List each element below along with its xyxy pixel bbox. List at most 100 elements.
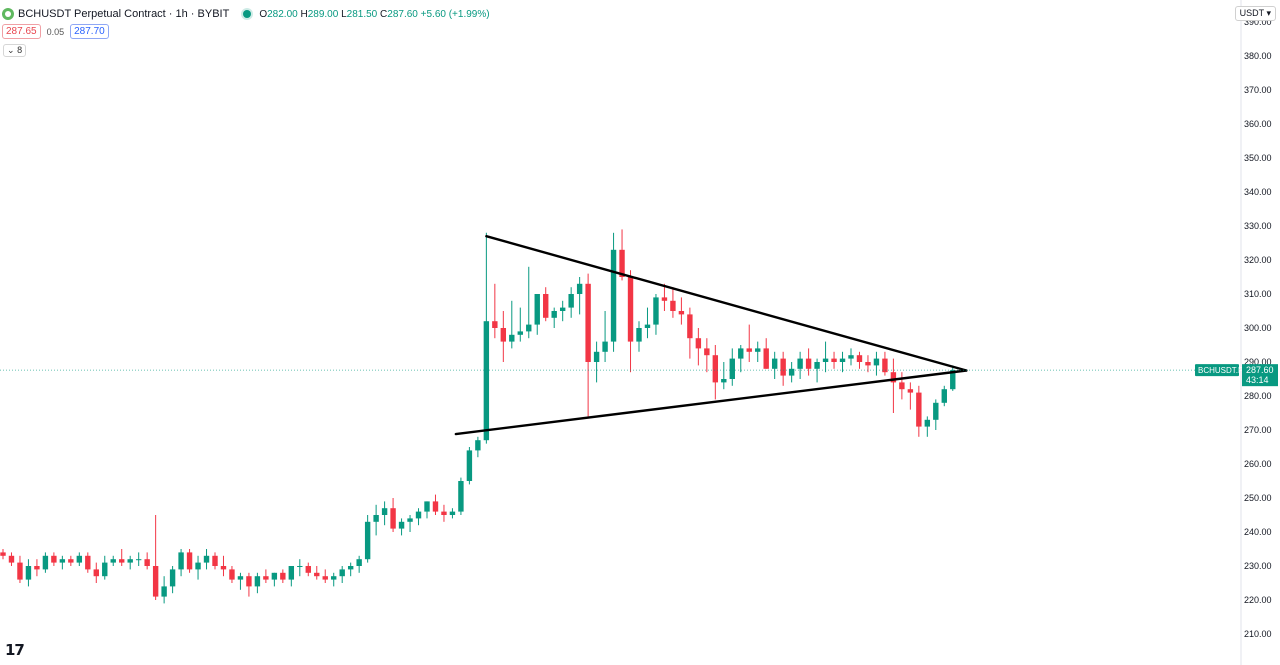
candle-body xyxy=(314,572,320,577)
trendline[interactable] xyxy=(485,234,968,372)
candle-body xyxy=(933,402,939,420)
ohlc-values: O282.00 H289.00 L281.50 C287.60 +5.60 (+… xyxy=(259,8,490,20)
candle-body xyxy=(407,518,413,522)
candle-body xyxy=(297,566,303,567)
candle-body xyxy=(856,355,863,362)
chevron-down-icon: ⌄ xyxy=(7,45,15,55)
candle-body xyxy=(254,576,261,587)
candle-body xyxy=(144,559,150,566)
candle-body xyxy=(509,334,515,342)
candle-body xyxy=(102,562,108,577)
candle-body xyxy=(831,358,837,362)
candle-body xyxy=(212,555,218,566)
y-tick-label: 380.00 xyxy=(1244,51,1272,61)
candle-body xyxy=(653,297,659,325)
market-status-icon xyxy=(243,10,252,18)
candle-body xyxy=(390,508,396,529)
candle-body xyxy=(85,555,91,570)
candle-body xyxy=(432,501,439,512)
last-price-label: 287.60 xyxy=(1246,365,1274,375)
candle-body xyxy=(347,566,354,570)
candle-body xyxy=(661,297,668,301)
candle-body xyxy=(865,362,871,366)
candle-body xyxy=(415,511,422,519)
last-price-box xyxy=(1242,364,1278,387)
y-tick-label: 220.00 xyxy=(1244,595,1272,605)
candle-body xyxy=(381,508,388,515)
candle-body xyxy=(246,576,252,587)
candle-body xyxy=(593,351,600,362)
candle-body xyxy=(127,559,133,563)
candle-body xyxy=(551,311,557,318)
indicators-count: 8 xyxy=(17,45,23,55)
candle-body xyxy=(890,372,897,383)
candle-body xyxy=(8,555,15,563)
candle-body xyxy=(712,355,719,383)
candle-body xyxy=(229,569,235,580)
symbol-label: BCHUSDT.P xyxy=(1198,366,1243,375)
spread-value: 0.05 xyxy=(46,26,65,37)
candle-body xyxy=(644,324,651,328)
candle-body xyxy=(602,341,608,352)
candle-body xyxy=(916,392,922,427)
symbol-header[interactable]: BCHUSDT Perpetual Contract · 1h · BYBIT … xyxy=(2,6,490,22)
candle-body xyxy=(424,501,430,512)
candle-body xyxy=(899,382,905,390)
candle-body xyxy=(322,576,328,580)
candle-body xyxy=(169,569,176,587)
candle-body xyxy=(263,576,269,580)
symbol-title[interactable]: BCHUSDT Perpetual Contract · 1h · BYBIT xyxy=(18,8,230,20)
candle-body xyxy=(93,569,99,577)
candle-body xyxy=(339,569,345,577)
candle-body xyxy=(738,348,744,359)
candle-body xyxy=(848,355,854,359)
candle-body xyxy=(466,450,473,481)
candle-body xyxy=(68,559,74,563)
candle-body xyxy=(704,348,710,356)
y-tick-label: 290.00 xyxy=(1244,357,1272,367)
candle-body xyxy=(534,294,540,325)
currency-button[interactable]: USDT ▾ xyxy=(1234,6,1276,21)
candle-body xyxy=(610,249,617,342)
candle-body xyxy=(907,389,914,393)
buy-price-button[interactable]: 287.70 xyxy=(70,24,109,39)
price-axis[interactable]: 210.00 220.00 230.00 240.00 250.00 260.00 270.… xyxy=(1240,0,1272,665)
y-tick-label: 390.00 xyxy=(1244,17,1272,27)
candle-body xyxy=(271,572,278,580)
sell-price-button[interactable]: 287.65 xyxy=(2,24,41,39)
trendlines-layer[interactable] xyxy=(454,234,968,436)
candle-body xyxy=(135,559,142,561)
candle-body xyxy=(839,358,846,362)
candle-body xyxy=(627,277,634,342)
bid-ask-panel: 287.65 0.05 287.70 xyxy=(2,24,109,39)
candle-body xyxy=(25,566,32,580)
candle-body xyxy=(186,552,193,570)
y-tick-label: 250.00 xyxy=(1244,493,1272,503)
candle-body xyxy=(0,552,6,556)
candle-body xyxy=(203,555,210,563)
change-value: +5.60 (+1.99%) xyxy=(420,8,490,20)
candle-body xyxy=(924,419,931,427)
candle-body xyxy=(814,362,820,369)
candle-body xyxy=(763,348,769,369)
tradingview-logo-icon[interactable]: 17 xyxy=(5,641,25,659)
y-tick-label: 330.00 xyxy=(1244,221,1272,231)
candle-body xyxy=(780,358,786,376)
trendline[interactable] xyxy=(454,369,968,436)
candle-body xyxy=(152,566,159,597)
y-tick-label: 340.00 xyxy=(1244,187,1272,197)
candle-body xyxy=(805,358,812,369)
y-tick-label: 210.00 xyxy=(1244,629,1272,639)
candle-body xyxy=(119,559,125,563)
candle-body xyxy=(373,515,379,522)
candle-body xyxy=(882,358,888,373)
candle-body xyxy=(721,379,727,383)
indicators-toggle[interactable]: ⌄ 8 xyxy=(3,44,27,57)
candle-body xyxy=(873,358,880,366)
candle-body xyxy=(458,481,464,512)
candle-body xyxy=(398,521,405,529)
candle-body xyxy=(364,521,371,560)
candle-body xyxy=(51,555,57,563)
candle-body xyxy=(678,311,685,315)
